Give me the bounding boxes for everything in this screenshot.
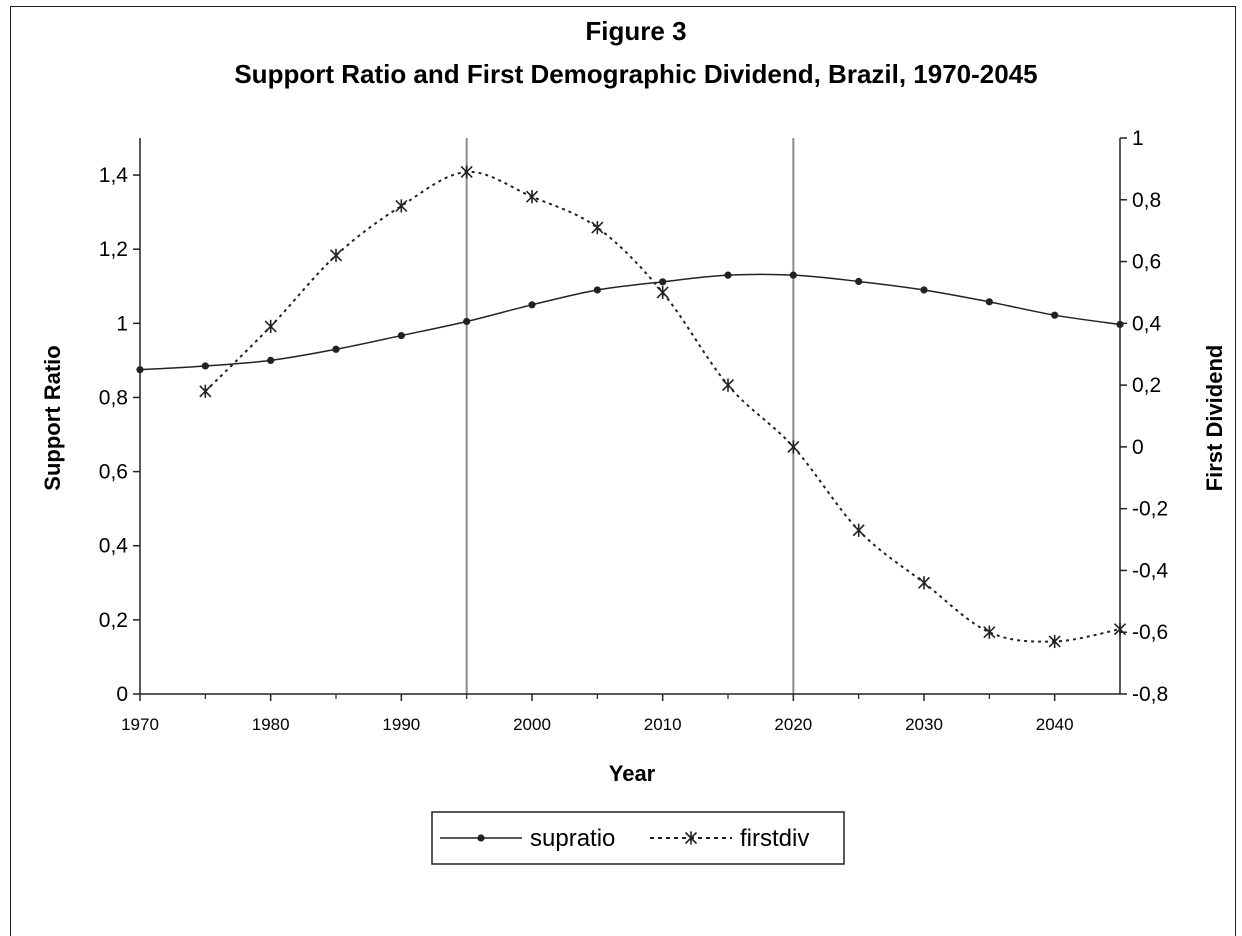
legend: supratio firstdiv [431, 811, 845, 865]
right-tick-label: 0,2 [1132, 374, 1161, 397]
point-supratio-1980 [267, 356, 275, 364]
point-supratio-2040 [1051, 311, 1059, 319]
left-tick-label: 1 [116, 312, 128, 335]
x-tick-label: 2010 [644, 715, 682, 734]
point-firstdiv-2025 [852, 523, 865, 537]
x-tick-label: 1980 [252, 715, 290, 734]
left-axis-title: Support Ratio [40, 345, 65, 490]
legend-label-supratio: supratio [530, 825, 615, 852]
point-supratio-2005 [593, 286, 601, 294]
left-tick-label: 0 [116, 683, 128, 706]
right-tick-label: 0,6 [1132, 251, 1161, 274]
series-firstdiv [199, 165, 1127, 649]
axes [139, 138, 1121, 695]
series-line-supratio [139, 273, 1121, 371]
left-tick-label: 0,2 [99, 609, 128, 632]
point-supratio-2000 [528, 301, 536, 309]
right-tick-label: -0,2 [1132, 498, 1168, 521]
x-axis-title: Year [609, 761, 656, 786]
x-tick-label: 2040 [1036, 715, 1074, 734]
point-firstdiv-2015 [721, 378, 735, 392]
point-firstdiv-2000 [525, 190, 539, 204]
point-firstdiv-1985 [329, 248, 343, 262]
chart-title: Figure 3 [585, 16, 686, 46]
point-supratio-1990 [397, 331, 405, 340]
legend-label-firstdiv: firstdiv [740, 825, 809, 852]
point-supratio-1995 [463, 317, 471, 326]
left-tick-label: 1,4 [99, 164, 129, 187]
chart-subtitle: Support Ratio and First Demographic Divi… [234, 59, 1037, 89]
x-tick-label: 1990 [382, 715, 420, 734]
right-tick-label: 0,4 [1132, 312, 1162, 335]
point-firstdiv-2035 [983, 625, 996, 639]
left-tick-label: 0,4 [99, 535, 129, 558]
legend-star-glyph [684, 831, 698, 845]
point-firstdiv-2010 [656, 285, 669, 300]
left-tick-label: 0,6 [99, 461, 128, 484]
reference-lines [465, 138, 795, 694]
legend-marker-firstdiv [684, 831, 698, 845]
point-firstdiv-2030 [917, 576, 931, 590]
point-supratio-2010 [659, 278, 667, 286]
right-tick-label: -0,6 [1132, 621, 1168, 644]
x-axis-ticks: 1970 1980 1990 2000 2010 2020 2030 2040 [121, 694, 1074, 734]
x-tick-label: 2030 [905, 715, 943, 734]
left-axis-ticks: 0 0,2 0,4 0,6 0,8 1 1,2 1,4 [99, 164, 140, 706]
x-tick-label: 2000 [513, 715, 551, 734]
point-supratio-1975 [201, 362, 209, 370]
right-tick-label: 1 [1132, 127, 1144, 150]
series-line-firstdiv [204, 170, 1121, 643]
point-firstdiv-2040 [1048, 634, 1061, 649]
point-supratio-1985 [332, 345, 340, 353]
point-firstdiv-2045 [1113, 622, 1127, 636]
legend-marker-supratio [477, 834, 485, 842]
right-axis-ticks: -0,8 -0,6 -0,4 -0,2 0 0,2 0,4 0,6 0,8 1 [1120, 127, 1169, 706]
x-tick-label: 2020 [774, 715, 812, 734]
series-layer [136, 165, 1127, 649]
point-supratio-1970 [136, 366, 144, 374]
point-firstdiv-2005 [591, 220, 604, 235]
point-firstdiv-1980 [264, 319, 277, 334]
right-tick-label: -0,4 [1132, 559, 1169, 582]
right-axis-title: First Dividend [1202, 345, 1227, 492]
point-supratio-2020 [789, 271, 797, 279]
x-tick-label: 1970 [121, 715, 159, 734]
right-tick-label: 0,8 [1132, 189, 1161, 212]
point-supratio-2045 [1116, 320, 1124, 329]
point-supratio-2030 [920, 286, 928, 294]
point-supratio-2025 [855, 277, 863, 286]
point-firstdiv-1975 [199, 384, 212, 398]
point-supratio-2035 [985, 298, 993, 306]
left-tick-label: 0,8 [99, 386, 128, 409]
point-supratio-2015 [724, 271, 732, 279]
series-supratio [136, 271, 1124, 374]
point-firstdiv-1995 [460, 165, 473, 179]
point-firstdiv-2020 [787, 440, 800, 454]
right-tick-label: -0,8 [1132, 683, 1168, 706]
chart-frame [10, 6, 1236, 936]
point-firstdiv-1990 [395, 199, 408, 213]
right-tick-label: 0 [1132, 436, 1144, 459]
left-tick-label: 1,2 [99, 238, 128, 261]
